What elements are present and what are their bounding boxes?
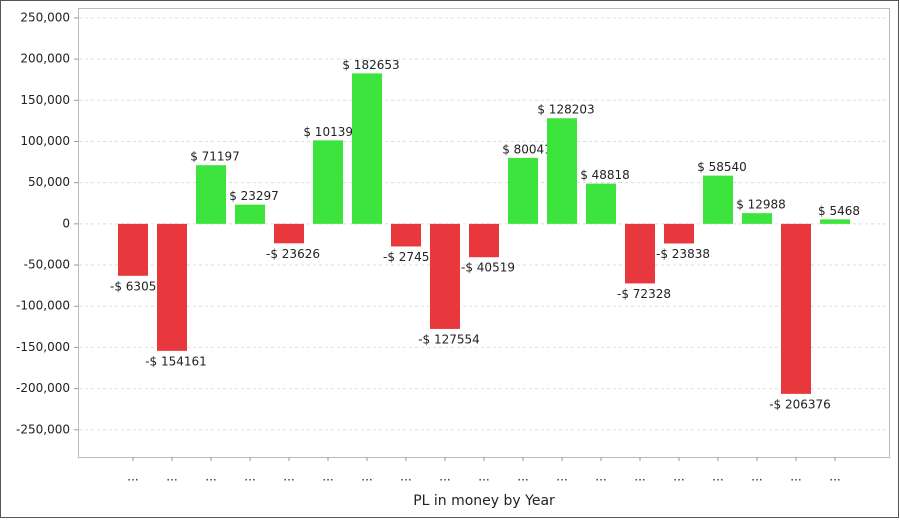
x-tick-label: ... (400, 470, 411, 484)
data-label: $ 80041 (502, 142, 552, 156)
x-tick-label: ... (205, 470, 216, 484)
bar (274, 223, 304, 244)
bar (664, 223, 694, 244)
x-tick-label: ... (361, 470, 372, 484)
data-label: -$ 63052 (110, 279, 164, 293)
bar (196, 165, 226, 224)
data-label: -$ 72328 (617, 287, 671, 301)
y-tick-label: -50,000 (24, 258, 70, 272)
bar (391, 223, 421, 247)
x-tick-label: ... (439, 470, 450, 484)
bar (313, 140, 343, 224)
bar (742, 213, 772, 224)
x-tick-label: ... (673, 470, 684, 484)
data-label: $ 23297 (229, 189, 279, 203)
bar (781, 223, 811, 394)
data-label: -$ 206376 (769, 397, 831, 411)
data-label: $ 128203 (537, 103, 594, 117)
y-tick-label: 200,000 (20, 52, 70, 66)
data-label: $ 48818 (580, 168, 630, 182)
data-label: -$ 27451 (383, 250, 437, 264)
data-label: $ 182653 (342, 58, 399, 72)
x-tick-label: ... (829, 470, 840, 484)
x-tick-label: ... (712, 470, 723, 484)
x-tick-label: ... (634, 470, 645, 484)
y-tick-label: -200,000 (16, 381, 70, 395)
x-tick-label: ... (751, 470, 762, 484)
y-tick-label: 50,000 (28, 175, 70, 189)
data-label: -$ 127554 (418, 332, 480, 346)
y-tick-label: 250,000 (20, 10, 70, 24)
bar (352, 73, 382, 224)
y-tick-label: -100,000 (16, 299, 70, 313)
x-axis-label: PL in money by Year (413, 493, 555, 509)
data-label: -$ 154161 (145, 354, 207, 368)
data-label: -$ 23838 (656, 247, 710, 261)
data-label: -$ 40519 (461, 261, 515, 275)
x-tick-label: ... (478, 470, 489, 484)
x-tick-label: ... (322, 470, 333, 484)
bar (703, 175, 733, 224)
bar (508, 157, 538, 224)
x-tick-label: ... (595, 470, 606, 484)
bar (469, 223, 499, 258)
x-tick-label: ... (790, 470, 801, 484)
x-tick-label: ... (127, 470, 138, 484)
bar (235, 204, 265, 224)
bar (430, 223, 460, 329)
y-tick-label: 0 (62, 216, 70, 230)
y-tick-label: 150,000 (20, 93, 70, 107)
x-tick-label: ... (517, 470, 528, 484)
x-tick-label: ... (244, 470, 255, 484)
y-tick-label: -250,000 (16, 422, 70, 436)
bar (118, 223, 148, 276)
y-tick-label: -150,000 (16, 340, 70, 354)
data-label: $ 71197 (190, 150, 240, 164)
bar (820, 219, 850, 224)
bar (157, 223, 187, 351)
x-tick-label: ... (556, 470, 567, 484)
data-label: $ 101394 (303, 125, 360, 139)
data-label: -$ 23626 (266, 247, 320, 261)
bar (586, 183, 616, 224)
data-label: $ 12988 (736, 198, 786, 212)
x-tick-label: ... (283, 470, 294, 484)
data-label: $ 5468 (818, 204, 860, 218)
x-tick-label: ... (166, 470, 177, 484)
bar (625, 223, 655, 284)
data-label: $ 58540 (697, 160, 747, 174)
bar (547, 118, 577, 224)
y-tick-label: 100,000 (20, 134, 70, 148)
